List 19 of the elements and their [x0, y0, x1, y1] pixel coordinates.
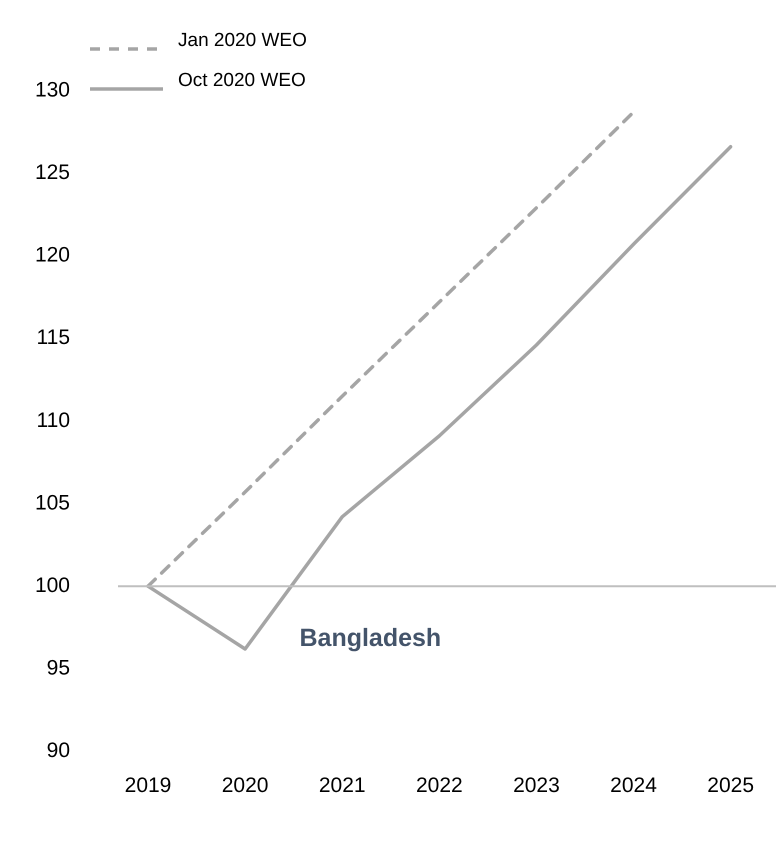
x-tick-label: 2021	[318, 774, 366, 797]
y-tick-label: 115	[36, 326, 70, 350]
legend-label: Jan 2020 WEO	[178, 30, 307, 52]
y-tick-label: 120	[34, 244, 70, 267]
annotation: Bangladesh	[299, 624, 442, 652]
x-tick-label: 2024	[610, 774, 658, 797]
y-tick-label: 130	[34, 78, 70, 102]
x-tick-label: 2022	[416, 774, 463, 797]
y-tick-label: 125	[34, 160, 70, 184]
y-tick-label: 110	[36, 408, 70, 432]
x-tick-label: 2025	[707, 774, 754, 797]
y-tick-label: 100	[34, 574, 70, 597]
legend-label: Oct 2020 WEO	[178, 70, 306, 92]
y-tick-label: 95	[46, 656, 70, 680]
x-tick-label: 2020	[222, 774, 268, 797]
x-tick-label: 2023	[513, 774, 560, 797]
y-tick-label: 105	[34, 491, 70, 514]
y-tick-label: 90	[46, 739, 70, 762]
x-tick-label: 2019	[124, 774, 172, 797]
